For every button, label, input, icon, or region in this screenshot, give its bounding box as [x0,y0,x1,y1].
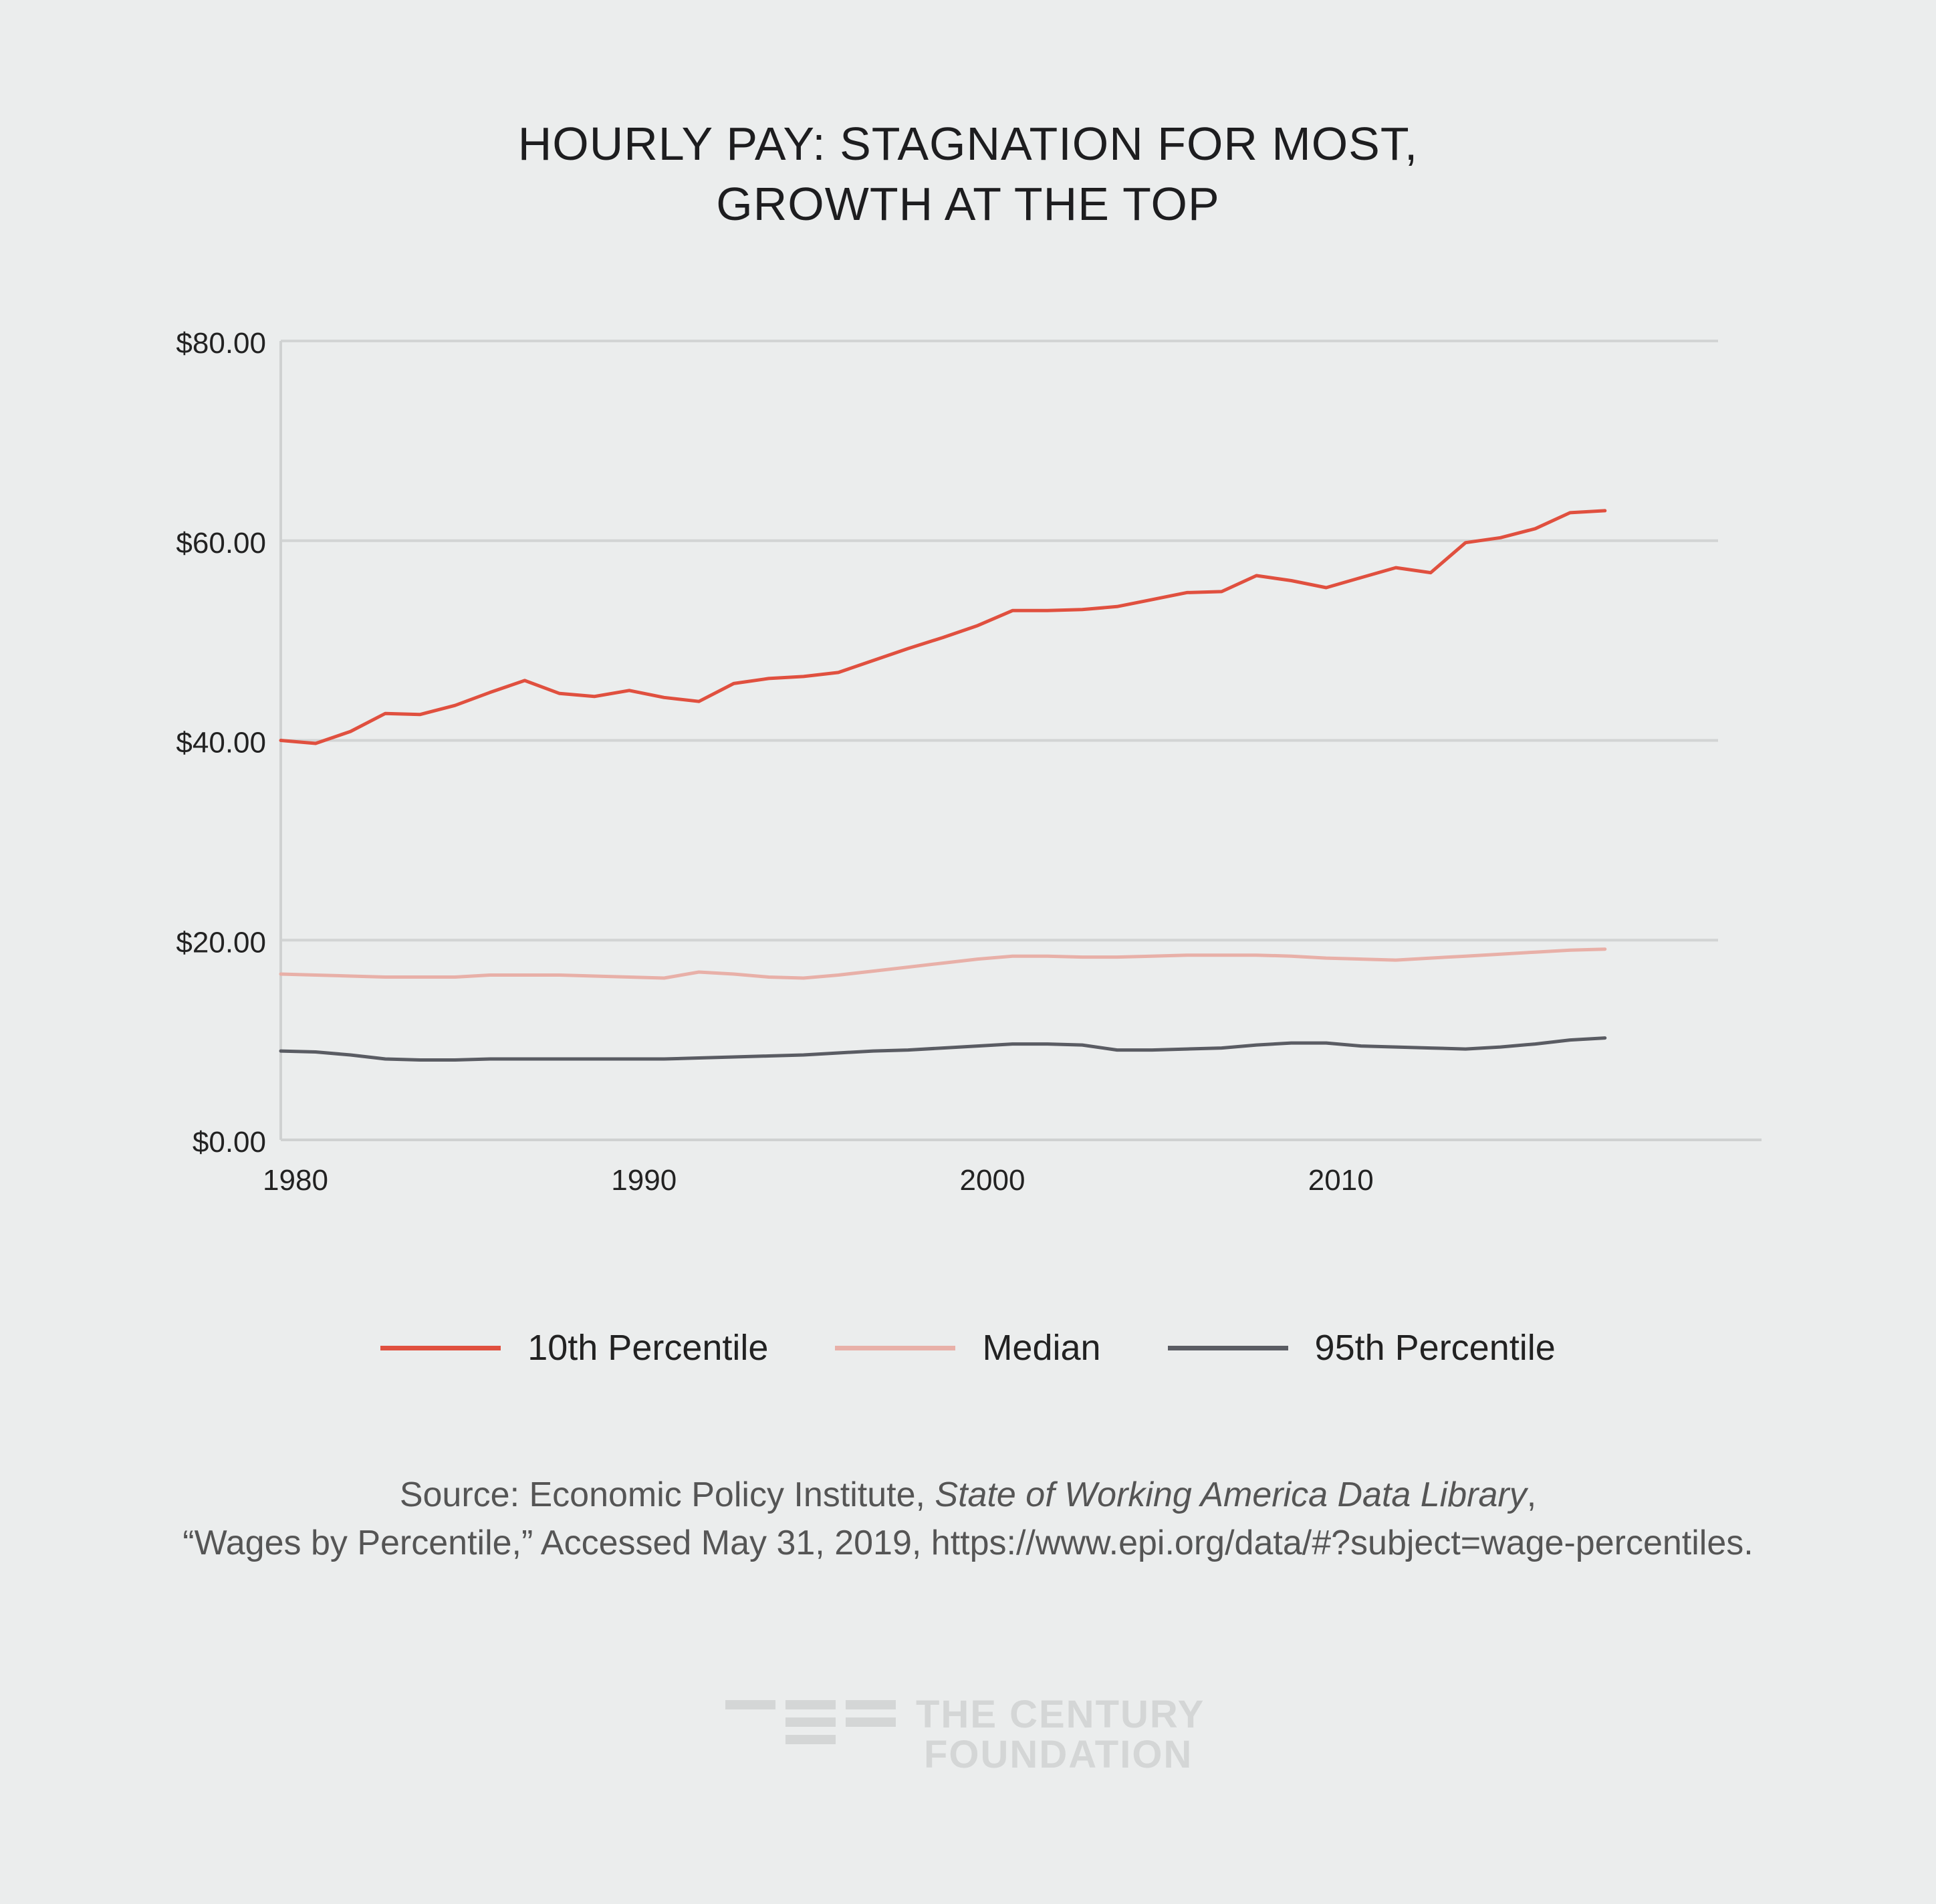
legend-swatch-10th-percentile [380,1345,501,1350]
legend-item-95th-percentile: 95th Percentile [1167,1327,1556,1368]
y-tick-label: $20.00 [176,926,266,959]
chart-title-line-1: HOURLY PAY: STAGNATION FOR MOST, [517,118,1419,170]
y-tick-label: $40.00 [176,727,266,759]
century-foundation-logo: THE CENTURY FOUNDATION [725,1695,1220,1775]
series-line-10th-percentile [279,509,1607,745]
series-line-95th-percentile [279,1036,1607,1062]
source-line-1: Source: Economic Policy Institute, State… [0,1471,1936,1519]
y-tick-label: $0.00 [193,1126,266,1159]
y-tick-label: $60.00 [176,527,266,560]
logo-bar [846,1700,896,1709]
logo-bar [785,1700,836,1709]
logo-bar [725,1700,775,1709]
chart-title-line-2: GROWTH AT THE TOP [716,178,1220,230]
legend-swatch-median [835,1345,956,1350]
axis-layer: $0.00 $20.00 $40.00 $60.00 $80.00 1980 1990 200… [176,327,1762,1197]
legend-label-10th-percentile: 10th Percentile [527,1328,769,1368]
source-note: Source: Economic Policy Institute, State… [0,1471,1936,1567]
logo-line-2: FOUNDATION [924,1733,1193,1776]
x-tick-label: 2010 [1308,1164,1374,1197]
legend-swatch-95th-percentile [1167,1345,1288,1350]
source-suffix: , [1526,1475,1537,1514]
legend-label-median: Median [982,1328,1101,1368]
logo-wordmark: THE CENTURY FOUNDATION [916,1695,1205,1775]
x-tick-label: 1980 [263,1164,328,1197]
logo-bar [846,1717,896,1727]
grid-layer [281,340,1718,942]
logo-line-1: THE CENTURY [916,1693,1205,1736]
x-tick-label: 2000 [960,1164,1025,1197]
logo-bar [785,1735,836,1744]
legend-label-95th-percentile: 95th Percentile [1314,1328,1556,1368]
source-line-2: “Wages by Percentile,” Accessed May 31, … [183,1524,1753,1562]
chart-title: HOURLY PAY: STAGNATION FOR MOST, GROWTH … [0,114,1936,234]
legend-item-10th-percentile: 10th Percentile [380,1327,768,1368]
source-prefix: Source: Economic Policy Institute, [399,1475,935,1514]
line-chart: $0.00 $20.00 $40.00 $60.00 $80.00 1980 1990 200… [176,327,1762,1197]
series-layer [279,509,1607,1062]
source-publication: State of Working America Data Library [935,1475,1527,1514]
series-line-median [279,947,1607,980]
y-tick-label: $80.00 [176,327,266,360]
legend-item-median: Median [835,1327,1101,1368]
logo-bar [785,1717,836,1727]
x-tick-label: 1990 [611,1164,677,1197]
legend: 10th Percentile Median 95th Percentile [0,1327,1936,1368]
